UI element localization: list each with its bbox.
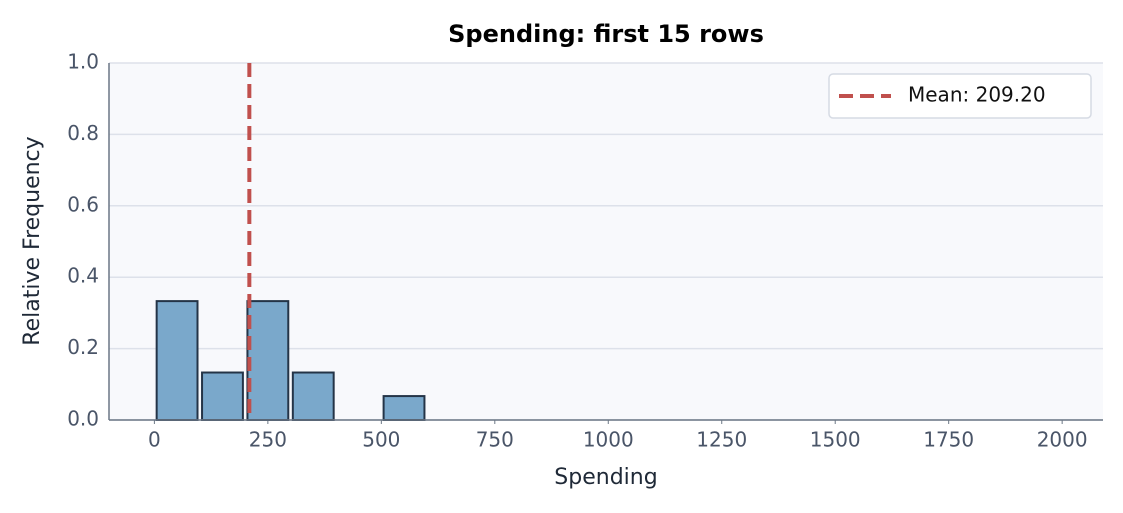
bar — [382, 395, 426, 421]
y-tick-label: 0.0 — [67, 407, 99, 431]
bar — [201, 371, 244, 422]
legend-label: Mean: 209.20 — [908, 83, 1046, 107]
x-tick-label: 1500 — [810, 428, 861, 452]
bar — [155, 300, 199, 421]
x-tick-label: 0 — [148, 428, 161, 452]
y-tick-label: 1.0 — [67, 50, 99, 74]
x-tick-label: 1250 — [696, 428, 747, 452]
x-tick-label: 500 — [362, 428, 400, 452]
bar — [291, 371, 335, 422]
x-tick-label: 1750 — [923, 428, 974, 452]
y-tick-label: 0.2 — [67, 335, 99, 359]
y-tick-label: 0.8 — [67, 121, 99, 145]
chart-title: Spending: first 15 rows — [448, 20, 764, 48]
legend-box — [828, 73, 1092, 119]
x-axis-label: Spending — [554, 465, 657, 490]
y-axis-label: Relative Frequency — [20, 136, 45, 345]
x-tick-label: 250 — [249, 428, 287, 452]
x-tick-label: 750 — [476, 428, 514, 452]
x-tick-label: 2000 — [1037, 428, 1088, 452]
x-tick-label: 1000 — [583, 428, 634, 452]
y-tick-label: 0.4 — [67, 264, 99, 288]
y-tick-label: 0.6 — [67, 192, 99, 216]
bar — [246, 300, 290, 421]
